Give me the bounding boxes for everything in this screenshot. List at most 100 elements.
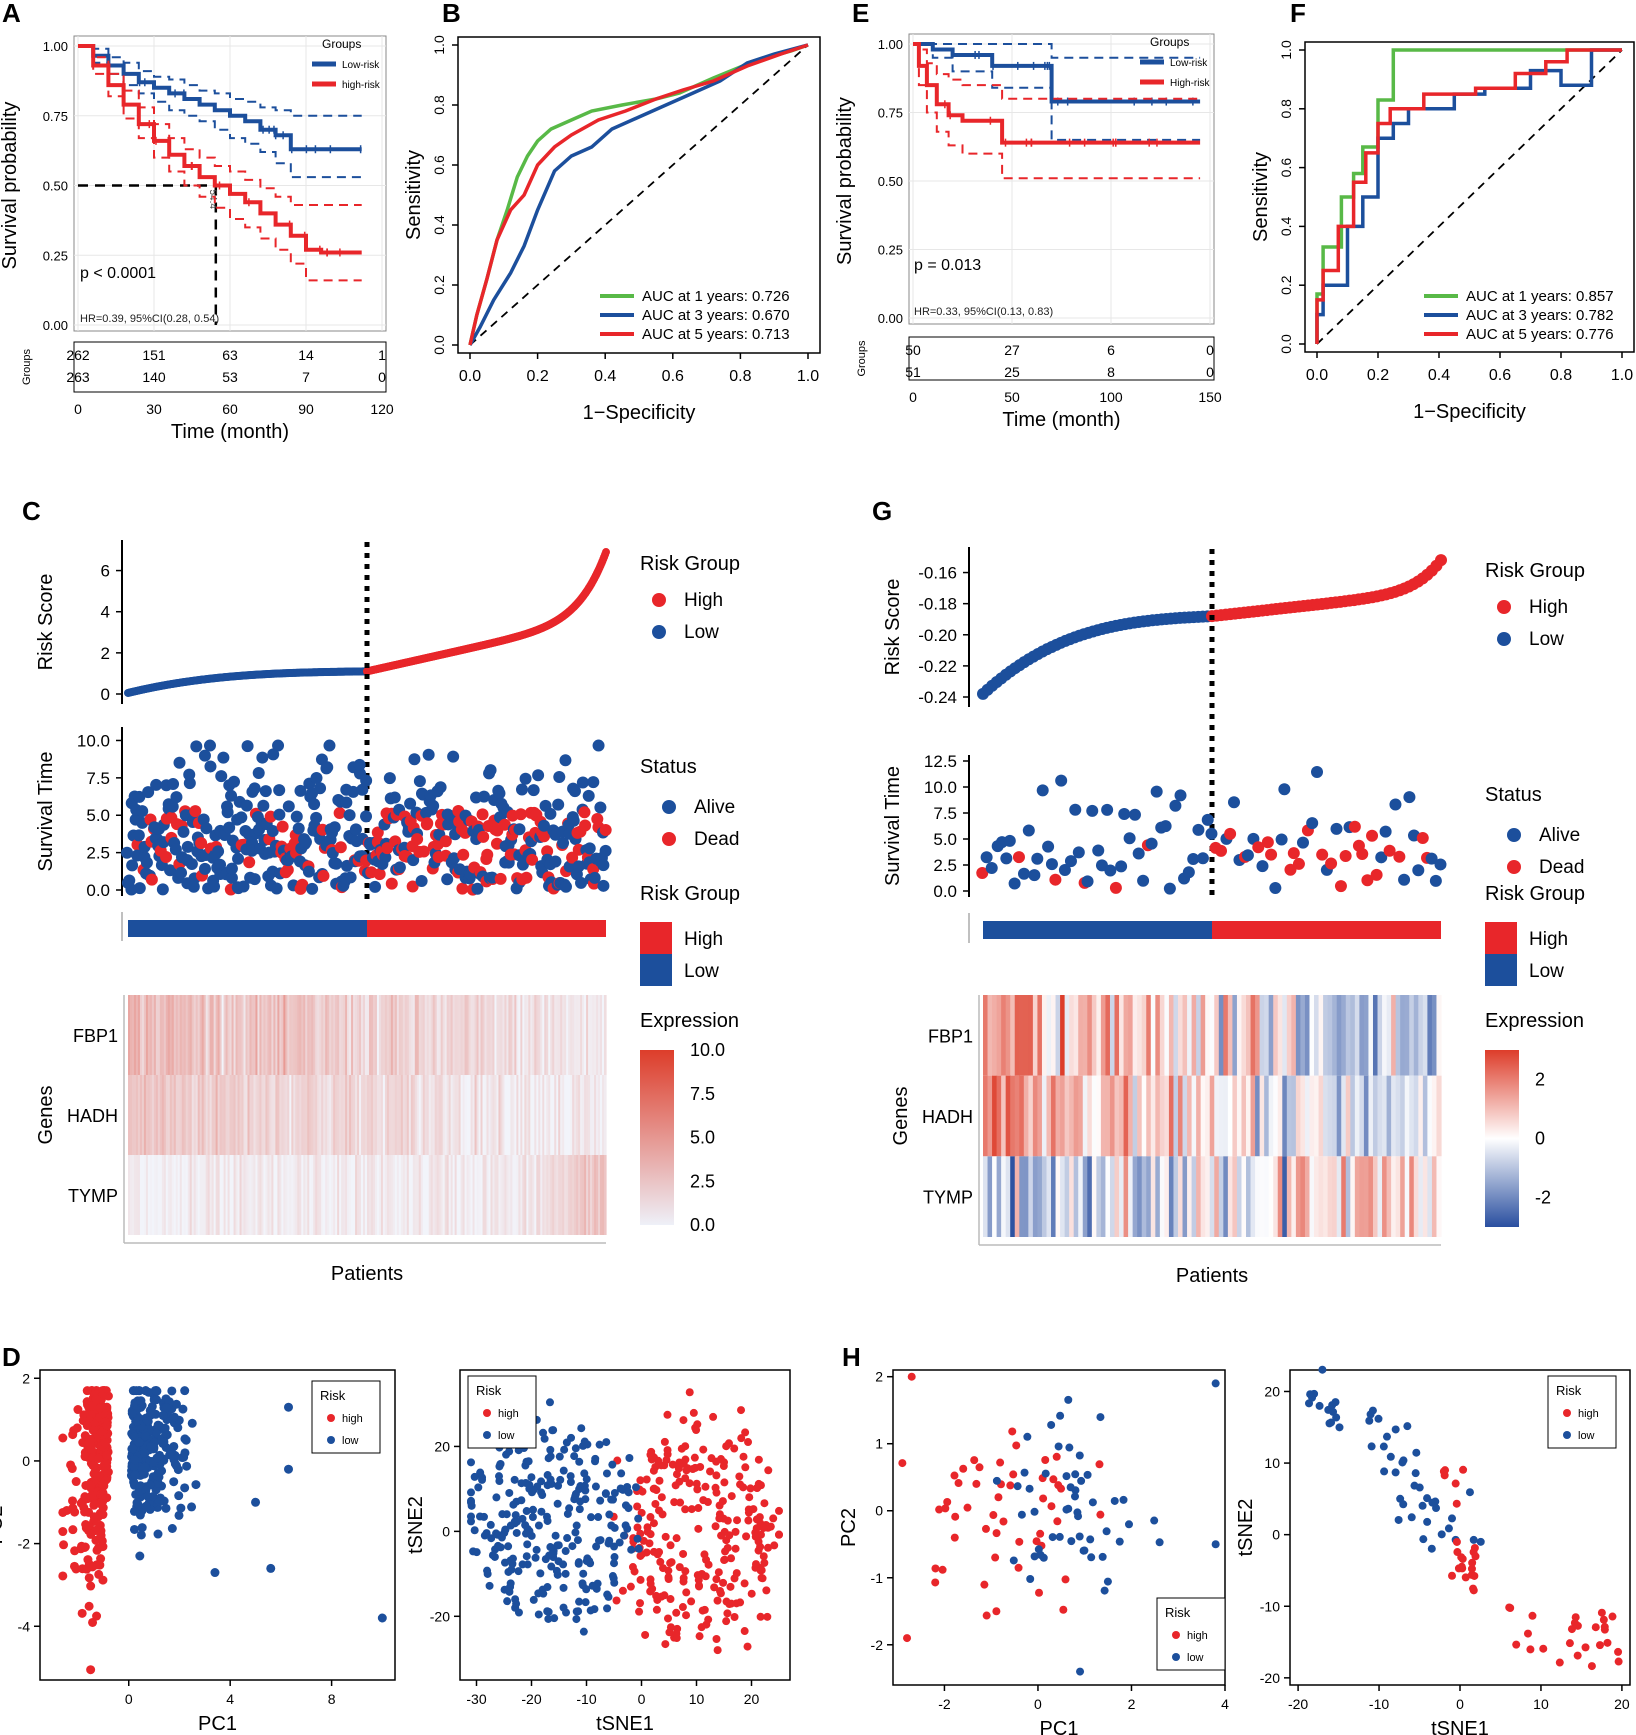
heatmap-cell bbox=[560, 1075, 563, 1155]
survival-time-point bbox=[549, 855, 562, 868]
scatter-point-low bbox=[153, 1529, 163, 1539]
scatter-point-low bbox=[552, 1566, 561, 1575]
heatmap-cell bbox=[1019, 1156, 1025, 1237]
heatmap-cell bbox=[382, 995, 386, 1075]
legend-title: Groups bbox=[1150, 35, 1189, 49]
heatmap-cell bbox=[444, 995, 448, 1075]
heatmap-cell bbox=[1277, 995, 1283, 1076]
scatter-point-high bbox=[763, 1543, 772, 1552]
y-tick-label: -20 bbox=[430, 1608, 450, 1624]
survival-time-point bbox=[1205, 827, 1218, 840]
scatter-point-low bbox=[1100, 1586, 1109, 1595]
heatmap-cell bbox=[301, 1155, 304, 1235]
scatter-point-low bbox=[634, 1544, 643, 1553]
heatmap-cell bbox=[492, 1155, 496, 1235]
patients-xlabel: Patients bbox=[1176, 1265, 1248, 1287]
heatmap-cell bbox=[1014, 1075, 1020, 1157]
heatmap-cell bbox=[416, 1155, 420, 1235]
scatter-point-high bbox=[713, 1646, 722, 1655]
scatter-point-low bbox=[546, 1543, 555, 1552]
scatter-point-high bbox=[1053, 1517, 1062, 1526]
scatter-point-high bbox=[83, 1555, 93, 1565]
heatmap-cell bbox=[392, 995, 396, 1075]
survival-time-point bbox=[243, 856, 256, 869]
heatmap-cell bbox=[470, 1075, 474, 1155]
heatmap-cell bbox=[496, 1155, 500, 1235]
heatmap-cell bbox=[1323, 995, 1329, 1076]
scatter-point-high bbox=[663, 1450, 672, 1459]
heatmap-cell bbox=[494, 1155, 498, 1235]
survival-time-point bbox=[240, 799, 253, 812]
heatmap-cell bbox=[141, 1155, 145, 1235]
heatmap-cell bbox=[454, 1075, 458, 1155]
legend-item: High-risk bbox=[1170, 78, 1210, 89]
scatter-point-high bbox=[742, 1532, 751, 1541]
survival-time-point bbox=[167, 778, 180, 791]
heatmap-cell bbox=[464, 995, 468, 1075]
heatmap-cell bbox=[1046, 1075, 1052, 1157]
heatmap-cell bbox=[376, 1155, 380, 1235]
heatmap-cell bbox=[452, 995, 456, 1075]
heatmap-cell bbox=[426, 995, 430, 1075]
scatter-point-high bbox=[950, 1533, 959, 1542]
survival-time-point bbox=[276, 820, 289, 833]
heatmap-cell bbox=[177, 1075, 181, 1155]
heatmap-cell bbox=[1354, 1075, 1360, 1157]
legend-risk-dot bbox=[652, 593, 666, 607]
heatmap-cell bbox=[129, 995, 133, 1075]
heatmap-cell bbox=[1227, 1075, 1234, 1157]
heatmap-cell bbox=[149, 995, 153, 1075]
heatmap-cell bbox=[273, 1155, 276, 1235]
heatmap-cell bbox=[155, 1075, 159, 1155]
scatter-point-low bbox=[610, 1489, 619, 1498]
heatmap-cell bbox=[534, 995, 537, 1075]
scatter-point-low bbox=[170, 1459, 180, 1469]
risk-bar-low bbox=[128, 920, 367, 937]
heatmap-cell bbox=[357, 1075, 360, 1155]
heatmap-cell bbox=[297, 1155, 300, 1235]
survival-time-point bbox=[1287, 847, 1300, 860]
scatter-point-high bbox=[711, 1522, 720, 1531]
heatmap-cell bbox=[199, 1155, 203, 1235]
heatmap-cell bbox=[333, 1155, 336, 1235]
heatmap-cell bbox=[440, 995, 444, 1075]
heatmap-cell bbox=[1264, 1075, 1270, 1157]
survival-time-point bbox=[1325, 857, 1338, 870]
heatmap-cell bbox=[430, 995, 434, 1075]
scatter-point-high bbox=[1565, 1639, 1574, 1648]
heatmap-cell bbox=[1014, 995, 1020, 1076]
heatmap-cell bbox=[510, 1075, 513, 1155]
scatter-point-high bbox=[704, 1560, 713, 1569]
scatter-point-high bbox=[980, 1580, 989, 1589]
scatter-point-high bbox=[650, 1484, 659, 1493]
heatmap-cell bbox=[199, 995, 203, 1075]
scatter-point-low bbox=[624, 1488, 633, 1497]
survival-time-point bbox=[1174, 789, 1187, 802]
heatmap-cell bbox=[157, 1155, 161, 1235]
scatter-point-low bbox=[178, 1404, 188, 1414]
heatmap-cell bbox=[335, 995, 338, 1075]
scatter-point-low bbox=[129, 1432, 139, 1442]
scatter-point-low bbox=[551, 1531, 560, 1540]
heatmap-cell bbox=[143, 995, 147, 1075]
survival-time-point bbox=[388, 791, 401, 804]
scatter-point-low bbox=[1365, 1416, 1374, 1425]
expression-tick: 2 bbox=[1535, 1070, 1545, 1090]
heatmap-cell bbox=[1209, 995, 1215, 1076]
heatmap-cell bbox=[486, 1075, 490, 1155]
scatter-point-low bbox=[135, 1551, 145, 1561]
heatmap-cell bbox=[1436, 995, 1442, 1076]
scatter-point-high bbox=[655, 1476, 664, 1485]
heatmap-cell bbox=[1255, 1075, 1261, 1157]
heatmap-cell bbox=[1255, 1156, 1261, 1237]
survival-time-point bbox=[323, 739, 336, 752]
scatter-point-low bbox=[485, 1581, 494, 1590]
scatter-point-high bbox=[695, 1632, 704, 1641]
expression-tick: 5.0 bbox=[690, 1128, 715, 1148]
survival-time-point bbox=[1055, 774, 1068, 787]
risk-table-cell: 14 bbox=[298, 347, 314, 363]
x-tick-label: 120 bbox=[370, 401, 394, 417]
heatmap-cell bbox=[1318, 995, 1324, 1076]
heatmap-cell bbox=[1332, 995, 1338, 1076]
scatter-point-low bbox=[536, 1569, 545, 1578]
